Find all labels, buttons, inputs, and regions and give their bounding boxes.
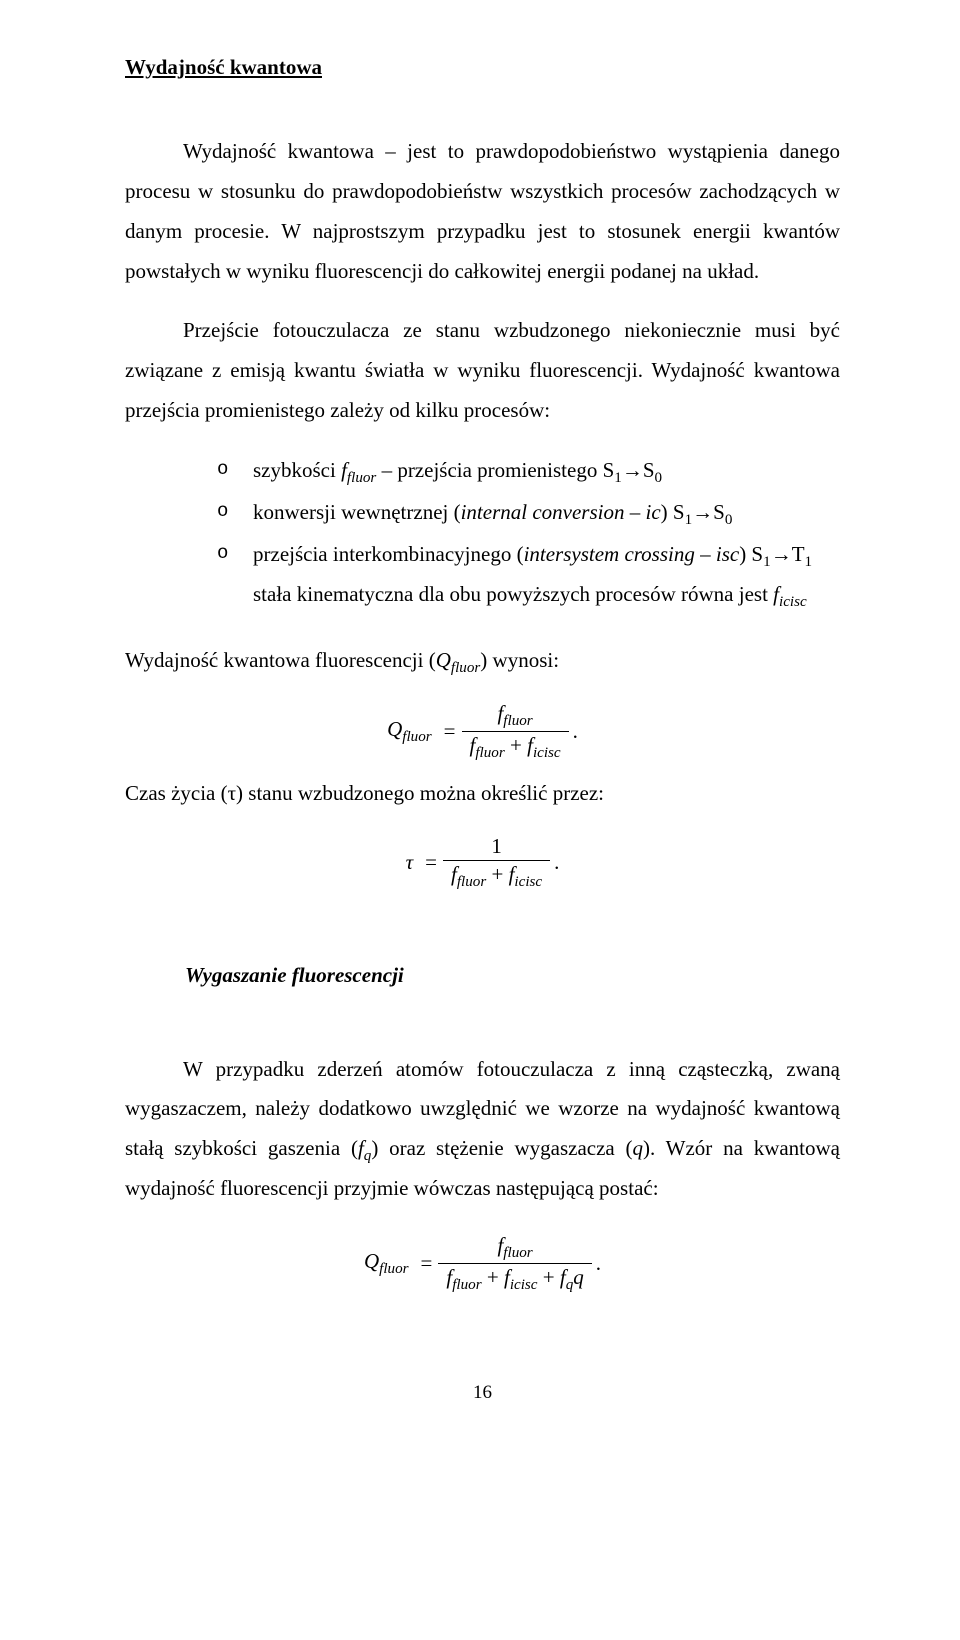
symbol-f: ficisc (773, 582, 807, 606)
equation-qfluor: Qfluor= ffluor ffluor + ficisc . (125, 701, 840, 763)
equation-tau: τ= 1 ffluor + ficisc . (125, 834, 840, 892)
equation-lhs: τ (406, 850, 420, 875)
symbol-Q: Qfluor (436, 648, 481, 672)
bullet-text: S (713, 500, 725, 524)
period: . (550, 850, 559, 875)
section-heading: Wydajność kwantowa (125, 48, 840, 88)
subscript: 1 (805, 554, 813, 570)
paragraph-quenching: W przypadku zderzeń atomów fotouczulacza… (125, 1050, 840, 1210)
list-item: szybkości ffluor – przejścia promieniste… (217, 451, 840, 491)
bullet-text: ) S (739, 542, 763, 566)
equals-sign: = (438, 719, 462, 744)
bullet-text: przejścia interkombinacyjnego ( (253, 542, 524, 566)
period: . (592, 1251, 601, 1276)
bullet-text: ) S (661, 500, 685, 524)
text: ) oraz stężenie wygaszacza ( (371, 1136, 632, 1160)
bullet-text: konwersji wewnętrznej ( (253, 500, 461, 524)
bullet-text: szybkości (253, 458, 341, 482)
bullet-text: – przejścia promienistego S (376, 458, 614, 482)
equation-lhs: Qfluor (364, 1249, 415, 1278)
subscript: 1 (685, 512, 693, 528)
fraction: 1 ffluor + ficisc (443, 834, 550, 892)
subsection-heading: Wygaszanie fluorescencji (185, 956, 840, 996)
denominator: ffluor + ficisc (462, 732, 569, 762)
text: ) wynosi: (480, 648, 559, 672)
text: Wydajność kwantowa fluorescencji ( (125, 648, 436, 672)
denominator: ffluor + ficisc (443, 861, 550, 891)
paragraph-processes-intro: Przejście fotouczulacza ze stanu wzbudzo… (125, 311, 840, 431)
numerator: ffluor (438, 1233, 591, 1264)
subscript: 1 (614, 470, 622, 486)
numerator: ffluor (462, 701, 569, 732)
subscript: 0 (725, 512, 733, 528)
arrow-icon: → (692, 501, 713, 524)
paragraph-qfluor-intro: Wydajność kwantowa fluorescencji (Qfluor… (125, 641, 840, 681)
bullet-text: S (643, 458, 655, 482)
numerator: 1 (443, 834, 550, 861)
italic-term: intersystem crossing – isc (524, 542, 740, 566)
arrow-icon: → (622, 459, 643, 482)
bullet-text: stała kinematyczna dla obu powyższych pr… (253, 582, 773, 606)
period: . (569, 719, 578, 744)
equation-lhs: Qfluor (387, 717, 438, 746)
symbol-fq: fq (358, 1136, 371, 1160)
paragraph-tau-intro: Czas życia (τ) stanu wzbudzonego można o… (125, 774, 840, 814)
fraction: ffluor ffluor + ficisc (462, 701, 569, 763)
italic-term: internal conversion – ic (461, 500, 661, 524)
fraction: ffluor ffluor + ficisc + fqq (438, 1233, 591, 1295)
page-number: 16 (125, 1375, 840, 1411)
bullet-text: T (792, 542, 805, 566)
subscript: 1 (763, 554, 771, 570)
symbol-q: q (633, 1136, 644, 1160)
equation-qfluor-quenched: Qfluor= ffluor ffluor + ficisc + fqq . (125, 1233, 840, 1295)
denominator: ffluor + ficisc + fqq (438, 1264, 591, 1294)
subscript: 0 (655, 470, 663, 486)
arrow-icon: → (771, 543, 792, 566)
list-item: przejścia interkombinacyjnego (intersyst… (217, 535, 840, 615)
equals-sign: = (415, 1251, 439, 1276)
paragraph-intro: Wydajność kwantowa – jest to prawdopodob… (125, 132, 840, 292)
equals-sign: = (419, 850, 443, 875)
process-list: szybkości ffluor – przejścia promieniste… (125, 451, 840, 615)
symbol-f: ffluor (341, 458, 376, 482)
list-item: konwersji wewnętrznej (internal conversi… (217, 493, 840, 533)
